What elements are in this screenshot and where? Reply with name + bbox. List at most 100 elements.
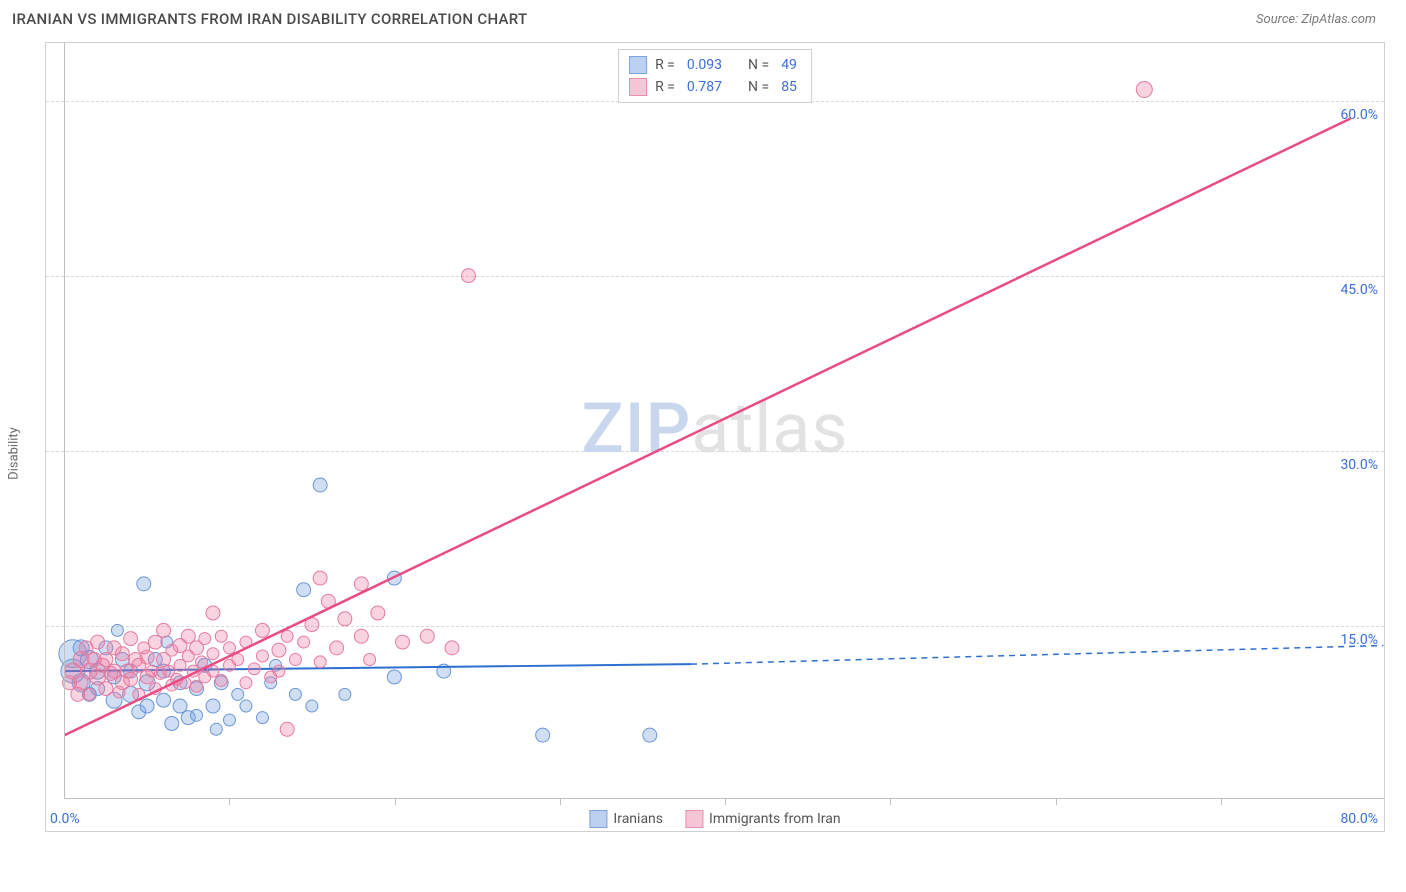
trendline bbox=[65, 119, 1351, 735]
data-point bbox=[314, 656, 326, 668]
data-point bbox=[313, 571, 327, 585]
stat-r-value-iranians: 0.093 bbox=[687, 57, 722, 73]
swatch-iranians bbox=[629, 56, 647, 74]
data-point bbox=[256, 650, 268, 662]
data-point bbox=[313, 478, 327, 492]
series-name-immigrants: Immigrants from Iran bbox=[709, 811, 841, 827]
data-point bbox=[140, 650, 154, 664]
data-point bbox=[396, 635, 410, 649]
x-tickmark bbox=[1221, 799, 1222, 805]
x-axis bbox=[64, 798, 1384, 799]
data-point bbox=[206, 699, 220, 713]
legend-item-immigrants: Immigrants from Iran bbox=[685, 810, 841, 828]
legend-series: Iranians Immigrants from Iran bbox=[589, 810, 840, 828]
data-point bbox=[272, 643, 286, 657]
data-point bbox=[99, 682, 113, 696]
series-name-iranians: Iranians bbox=[613, 811, 663, 827]
data-point bbox=[124, 632, 138, 646]
data-point bbox=[298, 636, 310, 648]
data-point bbox=[191, 680, 203, 692]
data-point bbox=[137, 577, 151, 591]
data-point bbox=[207, 648, 219, 660]
swatch-immigrants bbox=[629, 78, 647, 96]
data-point bbox=[297, 583, 311, 597]
data-point bbox=[232, 688, 244, 700]
data-point bbox=[371, 606, 385, 620]
data-point bbox=[165, 716, 179, 730]
data-point bbox=[215, 674, 227, 686]
x-max-label: 80.0% bbox=[1340, 811, 1378, 827]
data-point bbox=[83, 688, 95, 700]
stat-r-value-immigrants: 0.787 bbox=[687, 79, 722, 95]
trendline-dashed bbox=[691, 646, 1383, 665]
data-point bbox=[199, 633, 211, 645]
data-point bbox=[99, 653, 113, 667]
data-point bbox=[223, 642, 235, 654]
x-tickmark bbox=[560, 799, 561, 805]
data-point bbox=[255, 623, 269, 637]
data-point bbox=[256, 712, 268, 724]
data-point bbox=[420, 629, 434, 643]
data-point bbox=[91, 635, 105, 649]
legend-stats: R = 0.093 N = 49 R = 0.787 N = 85 bbox=[618, 49, 812, 103]
legend-row-iranians: R = 0.093 N = 49 bbox=[629, 54, 801, 76]
stat-n-value-immigrants: 85 bbox=[781, 79, 797, 95]
data-point bbox=[330, 641, 344, 655]
data-point bbox=[339, 688, 351, 700]
data-point bbox=[115, 647, 129, 661]
x-tickmark bbox=[395, 799, 396, 805]
x-min-label: 0.0% bbox=[50, 811, 80, 827]
plot-area: 15.0% 30.0% 45.0% 60.0% ZIPatlas R = 0.0… bbox=[45, 42, 1385, 832]
source-label: Source: ZipAtlas.com bbox=[1256, 12, 1376, 27]
data-point bbox=[223, 714, 235, 726]
data-point bbox=[111, 624, 123, 636]
data-point bbox=[354, 577, 368, 591]
legend-item-iranians: Iranians bbox=[589, 810, 663, 828]
swatch-immigrants bbox=[685, 810, 703, 828]
data-point bbox=[240, 677, 252, 689]
data-point bbox=[445, 641, 459, 655]
stat-r-label: R = bbox=[655, 79, 675, 95]
y-axis bbox=[64, 43, 65, 799]
data-point bbox=[124, 672, 138, 686]
data-point bbox=[387, 670, 401, 684]
stat-r-label: R = bbox=[655, 57, 675, 73]
x-tickmark bbox=[1056, 799, 1057, 805]
data-point bbox=[273, 665, 285, 677]
data-point bbox=[148, 635, 162, 649]
data-point bbox=[191, 709, 203, 721]
scatter-svg bbox=[46, 43, 1384, 831]
data-point bbox=[195, 656, 207, 668]
data-point bbox=[643, 728, 657, 742]
stat-n-label: N = bbox=[748, 57, 769, 73]
data-point bbox=[338, 612, 352, 626]
data-point bbox=[354, 629, 368, 643]
stat-n-value-iranians: 49 bbox=[781, 57, 797, 73]
data-point bbox=[462, 269, 476, 283]
data-point bbox=[140, 699, 154, 713]
data-point bbox=[240, 700, 252, 712]
data-point bbox=[536, 728, 550, 742]
data-point bbox=[107, 664, 121, 678]
data-point bbox=[210, 723, 222, 735]
x-tickmark bbox=[229, 799, 230, 805]
swatch-iranians bbox=[589, 810, 607, 828]
data-point bbox=[206, 606, 220, 620]
data-point bbox=[181, 629, 195, 643]
data-point bbox=[281, 630, 293, 642]
data-point bbox=[289, 688, 301, 700]
data-point bbox=[364, 654, 376, 666]
data-point bbox=[173, 699, 187, 713]
data-point bbox=[174, 659, 186, 671]
data-point bbox=[289, 654, 301, 666]
data-point bbox=[280, 722, 294, 736]
data-point bbox=[248, 663, 260, 675]
data-point bbox=[157, 693, 171, 707]
x-tickmark bbox=[725, 799, 726, 805]
x-tickmark bbox=[890, 799, 891, 805]
data-point bbox=[157, 623, 171, 637]
stat-n-label: N = bbox=[748, 79, 769, 95]
y-axis-label: Disability bbox=[7, 427, 22, 480]
data-point bbox=[306, 700, 318, 712]
data-point bbox=[1136, 82, 1152, 98]
